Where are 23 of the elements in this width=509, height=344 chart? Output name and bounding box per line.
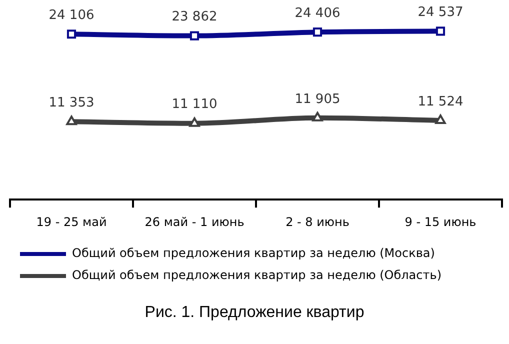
data-label: 24 106: [48, 8, 94, 24]
point: [436, 26, 446, 36]
point: [190, 31, 200, 40]
data-label: 24 537: [418, 5, 464, 20]
legend-label: Общий объем предложения квартир за неделю (Москва): [72, 246, 435, 260]
text: Рис. 1. Предложение квартир: [144, 304, 366, 322]
data-label: 11 905: [294, 92, 340, 107]
point: [312, 28, 322, 37]
x-tick-label: 2 - 8 июнь: [286, 214, 350, 229]
point: [189, 117, 200, 127]
data-label: 11 524: [418, 94, 464, 110]
legend-label: Общий объем предложения квартир за неделю (Область): [72, 268, 442, 282]
data-label: 11 110: [172, 97, 218, 112]
data-label: 11 353: [48, 96, 94, 111]
point: [66, 116, 77, 126]
x-tick-label: 9 - 15 июнь: [404, 214, 476, 229]
x-tick-label: 26 май - 1 июнь: [144, 214, 244, 229]
point: [435, 114, 446, 124]
x-tick-label: 19 - 25 май: [36, 214, 107, 229]
point: [312, 112, 323, 122]
point: [66, 30, 76, 39]
data-label: 23 862: [172, 10, 218, 25]
data-label: 24 406: [294, 6, 340, 21]
